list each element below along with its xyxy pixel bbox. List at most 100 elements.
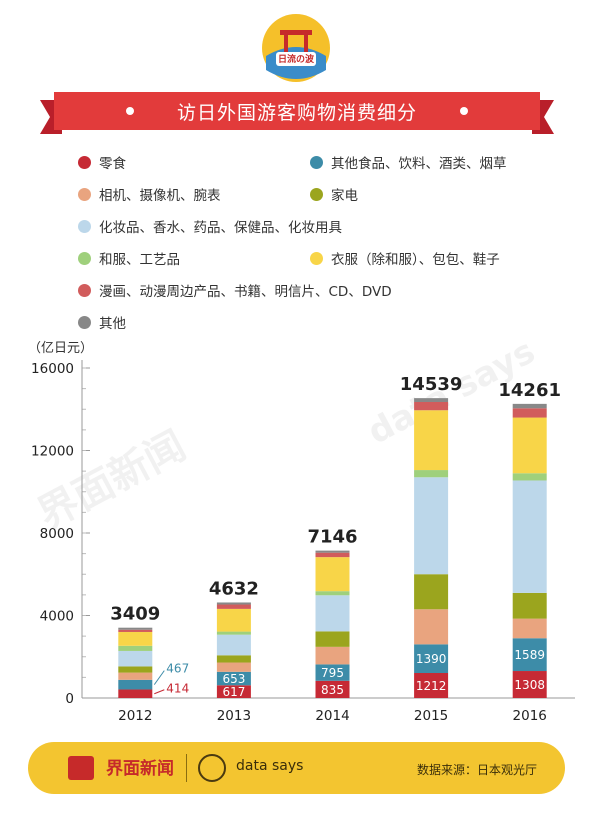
data-label: 1308 [514,678,545,692]
legend-label: 相机、摄像机、腕表 [99,188,221,204]
callout-line [154,689,165,695]
y-tick-label: 8000 [40,526,74,542]
bar-segment [118,666,153,673]
data-label: 835 [321,683,344,697]
legend-label: 和服、工艺品 [99,252,180,268]
bar-segment [315,646,350,665]
total-label: 14261 [498,380,561,401]
legend-label: 其他 [99,316,126,332]
bar-segment [512,618,547,639]
bar-segment [216,608,251,632]
x-tick-label: 2012 [118,708,152,724]
title-banner [40,92,554,134]
callout-label: 467 [166,662,189,676]
footer-data-says: data says [236,758,304,774]
jiemian-badge-illustration: 日流の波 [262,14,330,82]
bar-segment [414,673,449,698]
total-label: 14539 [400,374,463,395]
legend-label: 家电 [331,188,358,204]
bar-segment [216,634,251,656]
bar-segment [216,602,251,605]
footer-bar: 界面新闻 data says 数据来源：日本观光厅 [28,742,565,794]
data-says-logo-icon [198,754,226,782]
total-label: 3409 [110,604,160,625]
bar-segment [118,629,153,632]
data-label: 1390 [416,652,447,666]
legend-swatch [78,251,91,265]
y-tick-label: 16000 [31,361,74,377]
legend-label: 化妆品、香水、药品、保健品、化妆用具 [99,220,342,236]
bar-segment [512,408,547,418]
footer-brand: 界面新闻 [106,759,174,779]
bar-segment [216,631,251,635]
badge-text: 日流の波 [278,53,315,65]
bar-segment [216,671,251,686]
bar-segment [512,638,547,672]
x-tick-label: 2016 [513,708,547,724]
bar-segment [512,671,547,698]
bar-segment [414,644,449,674]
legend-item: 和服、工艺品 [78,248,180,268]
bar-segment [414,410,449,471]
total-label: 7146 [307,527,357,548]
y-tick-label: 12000 [31,444,74,460]
legend-item: 其他食品、饮料、酒类、烟草 [310,152,507,172]
y-tick-label: 0 [65,691,74,707]
legend-swatch [78,315,91,329]
legend-label: 漫画、动漫周边产品、书籍、明信片、CD、DVD [99,284,392,300]
bar-segment [414,477,449,575]
bar-segment [118,672,153,680]
bar-segment [315,631,350,647]
bar-segment [118,645,153,651]
bar-segment [315,552,350,558]
bar-segment [315,680,350,698]
bar-segment [512,403,547,409]
legend-swatch [310,251,323,265]
bar-segment [512,473,547,481]
legend-swatch [78,219,91,233]
stacked-bar-chart: （亿日元） 0 4000 8000 12000 16000 3409 2012 414 467 61… [28,341,575,724]
data-label: 1589 [514,648,545,662]
bar-segment [216,604,251,609]
total-label: 4632 [209,578,259,599]
legend-swatch [78,155,91,169]
bar-segment [118,631,153,646]
legend-item: 其他 [78,312,126,332]
y-axis-unit: （亿日元） [28,341,93,356]
data-label: 1212 [416,679,447,693]
footer-divider [186,754,187,782]
bar-segment [414,574,449,610]
data-label: 653 [222,672,245,686]
bar-segment [118,679,153,690]
legend-item: 漫画、动漫周边产品、书籍、明信片、CD、DVD [78,280,392,300]
legend-label: 衣服（除和服）、包包、鞋子 [331,252,500,268]
bar-segment [414,401,449,411]
x-tick-label: 2014 [315,708,349,724]
bar-segment [512,417,547,474]
bar-segment [512,480,547,593]
chart-legend: 零食 其他食品、饮料、酒类、烟草相机、摄像机、腕表 家电化妆品、香水、药品、保健品、… [78,152,558,332]
data-label: 617 [222,685,245,699]
data-label: 795 [321,666,344,680]
bar-segment [512,592,547,619]
legend-swatch [78,283,91,297]
bar-segment [118,627,153,630]
callout-label: 414 [166,682,189,696]
bar-segment [216,685,251,698]
legend-swatch [310,187,323,201]
legend-label: 零食 [99,156,126,172]
legend-label: 其他食品、饮料、酒类、烟草 [331,156,507,172]
bar-segment [118,650,153,667]
legend-item: 衣服（除和服）、包包、鞋子 [310,248,500,268]
bar-segment [216,662,251,672]
page-title: 访日外国游客购物消费细分 [176,102,417,124]
bar-segment [315,591,350,596]
jiemian-logo-icon [68,756,94,780]
callout-line [153,670,165,685]
bar-segment [315,557,350,592]
bar-segment [414,609,449,645]
bar-segment [118,689,153,698]
bar-segment [216,655,251,663]
footer-source: 数据来源：日本观光厅 [416,763,537,777]
legend-item: 相机、摄像机、腕表 [78,184,221,204]
